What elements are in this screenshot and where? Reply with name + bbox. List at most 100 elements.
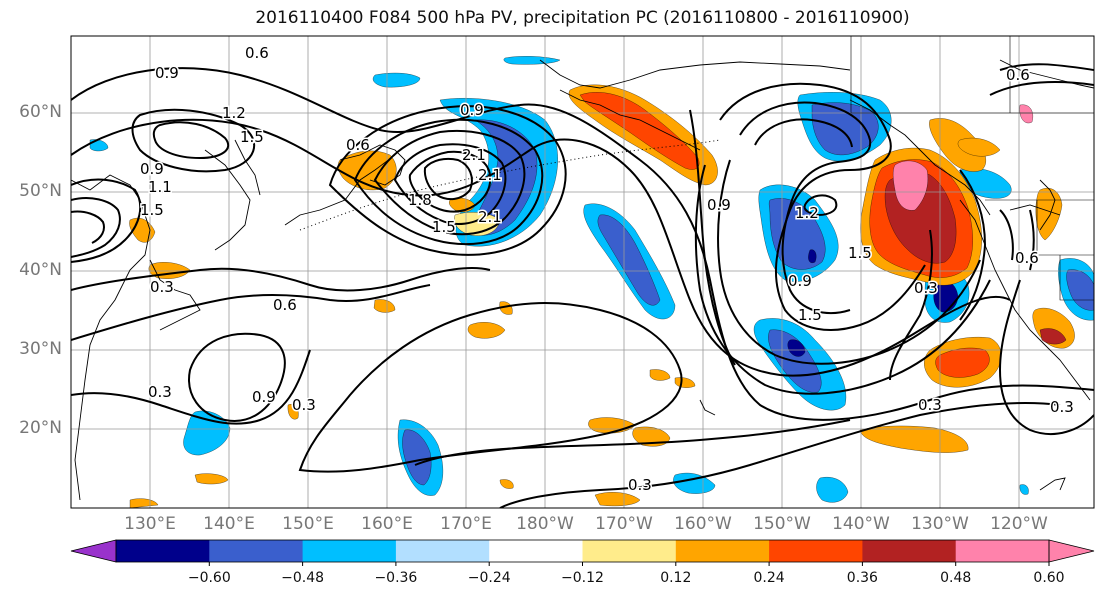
precip-region — [287, 404, 299, 420]
precip-region — [935, 347, 990, 378]
pv-contours — [71, 63, 1094, 508]
contour-label: 1.2 — [222, 104, 246, 122]
longitude-label: 130°W — [911, 514, 969, 534]
precip-region — [1039, 328, 1067, 345]
colorbar-swatch — [675, 540, 770, 562]
longitude-label: 160°W — [674, 514, 732, 534]
contour-label: 0.3 — [1050, 398, 1074, 416]
contour-label: 0.3 — [914, 279, 938, 297]
contour-label: 1.5 — [432, 218, 456, 236]
colorbar-tick-label: 0.24 — [753, 570, 785, 586]
contour-label: 0.3 — [918, 396, 942, 414]
contour-label: 2.1 — [478, 208, 502, 226]
longitude-label: 170°W — [595, 514, 653, 534]
contour-label: 1.5 — [240, 128, 264, 146]
precip-region — [373, 299, 396, 313]
contour-labels: 0.60.91.21.50.91.11.50.60.92.12.11.81.52… — [139, 43, 1076, 496]
contour-label: 0.9 — [140, 160, 164, 178]
contour-label: 2.1 — [478, 166, 502, 184]
colorbar-tick-label: −0.36 — [374, 570, 418, 586]
precip-region — [787, 339, 806, 357]
latitude-label: 50°N — [19, 181, 62, 201]
colorbar-swatch — [769, 540, 863, 562]
longitude-label: 150°W — [753, 514, 811, 534]
contour-label: 0.6 — [273, 296, 297, 314]
precip-region — [467, 322, 506, 339]
colorbar-tick-label: 0.48 — [940, 570, 972, 586]
contour-label: 0.9 — [155, 64, 179, 82]
contour-label: 2.1 — [462, 146, 486, 164]
colorbar-tick-label: 0.60 — [1033, 570, 1065, 586]
precip-region — [892, 160, 928, 211]
contour-label: 0.3 — [148, 383, 172, 401]
precip-region — [1019, 104, 1033, 124]
precip-region — [499, 479, 514, 489]
precip-region — [859, 425, 969, 453]
political-borders — [850, 36, 1094, 301]
precip-region — [649, 369, 671, 381]
contour-label: 0.6 — [1015, 249, 1039, 267]
precip-region — [597, 214, 661, 306]
precip-region — [402, 429, 432, 486]
contour-label: 0.3 — [150, 278, 174, 296]
precip-region — [632, 426, 671, 447]
colorbar-extend-max — [1048, 539, 1095, 563]
precip-region — [594, 492, 641, 507]
contour-label: 1.5 — [140, 201, 164, 219]
contour-label: 0.6 — [346, 136, 370, 154]
contour-label: 1.2 — [795, 204, 819, 222]
longitude-label: 160°E — [361, 514, 413, 534]
coastlines — [71, 59, 1094, 501]
precip-region — [194, 473, 229, 485]
colorbar-tick-label: −0.12 — [561, 570, 604, 586]
colorbar-extend-min — [70, 539, 117, 563]
contour-label: 0.9 — [788, 272, 812, 290]
colorbar-tick-label: 0.12 — [660, 570, 692, 586]
colorbar-tick-label: −0.48 — [281, 570, 325, 586]
colorbar-swatch — [862, 540, 957, 562]
longitude-label: 140°E — [203, 514, 255, 534]
latitude-label: 30°N — [19, 339, 62, 359]
longitude-label: 150°E — [282, 514, 334, 534]
contour-label: 0.3 — [628, 476, 652, 494]
precip-region — [503, 56, 561, 65]
colorbar-swatch — [489, 540, 583, 562]
precip-region — [499, 301, 513, 315]
precip-region — [957, 137, 1001, 157]
colorbar-swatch — [582, 540, 677, 562]
precip-region — [129, 498, 159, 508]
colorbar-swatch — [302, 540, 397, 562]
colorbar-swatch — [209, 540, 304, 562]
contour-label: 1.8 — [408, 191, 432, 209]
map-frame — [70, 35, 1095, 509]
longitude-label: 140°W — [832, 514, 890, 534]
longitude-label: 180°W — [516, 514, 574, 534]
colorbar-tick-label: −0.60 — [187, 570, 231, 586]
precip-fills — [89, 56, 1094, 508]
precip-region — [372, 72, 421, 88]
contour-label: 0.6 — [245, 44, 269, 62]
precip-region — [929, 118, 986, 172]
contour-label: 0.9 — [252, 388, 276, 406]
contour-label: 1.5 — [848, 244, 872, 262]
colorbar-swatch — [955, 540, 1050, 562]
colorbar-swatch — [116, 540, 210, 562]
map-title: 2016110400 F084 500 hPa PV, precipitatio… — [255, 8, 910, 28]
latitude-label: 60°N — [19, 102, 62, 122]
contour-label: 0.9 — [460, 101, 484, 119]
contour-label: 0.6 — [1006, 66, 1030, 84]
latitude-label: 20°N — [19, 418, 62, 438]
longitude-label: 130°E — [124, 514, 176, 534]
contour-label: 0.9 — [707, 196, 731, 214]
contour-label: 0.3 — [292, 396, 316, 414]
precip-region — [816, 477, 849, 503]
colorbar-tick-label: 0.36 — [846, 570, 878, 586]
map-content: 0.60.91.21.50.91.11.50.60.92.12.11.81.52… — [71, 36, 1094, 508]
precip-region — [808, 249, 817, 263]
contour-label: 1.1 — [148, 178, 172, 196]
longitude-label: 120°W — [990, 514, 1048, 534]
precip-region — [811, 102, 879, 156]
contour-label: 1.5 — [798, 306, 822, 324]
precip-region — [673, 472, 716, 494]
